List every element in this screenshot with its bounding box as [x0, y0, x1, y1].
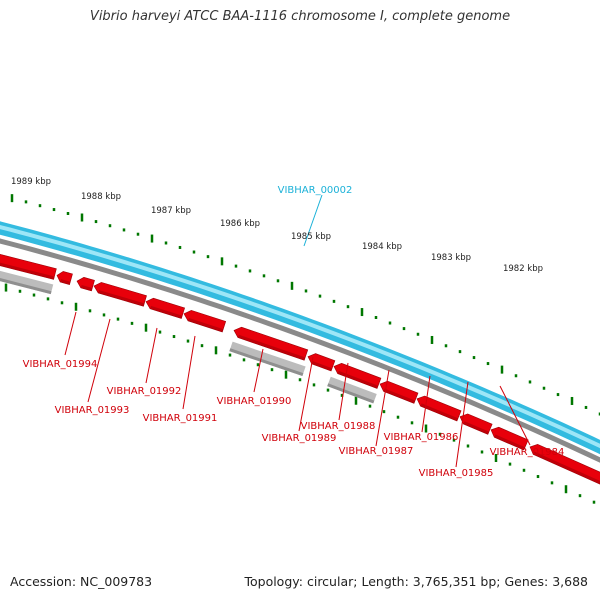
gene-arrow — [233, 326, 309, 361]
gene-label: VIBHAR_01993 — [55, 405, 130, 416]
gene-leader-line — [375, 369, 390, 447]
gene-arrow-body — [490, 426, 529, 451]
gene-arrow-shade — [383, 388, 416, 404]
scale-label: 1987 kbp — [151, 206, 191, 216]
scale-label: 1989 kbp — [11, 177, 51, 187]
genes-label: Genes: — [504, 574, 549, 589]
gene-label: VIBHAR_01985 — [419, 468, 494, 479]
gene-arrow-shade — [150, 305, 183, 319]
accession-value: NC_009783 — [80, 574, 153, 589]
gene-arrow-shade — [533, 451, 600, 490]
gene-arrow-shade — [60, 279, 71, 285]
gene-arrow-body — [459, 413, 493, 435]
gene-arrow — [76, 276, 95, 292]
backbone-separator-line — [0, 238, 600, 463]
genes-value: 3,688 — [552, 574, 588, 589]
gene-leader-line — [421, 375, 431, 433]
gene-leader-line — [499, 385, 531, 446]
gene-leader-line — [87, 318, 111, 403]
highlighted-gene-label: VIBHAR_00002 — [278, 185, 353, 196]
leader-line-layer — [64, 194, 531, 468]
backbone-inner-band — [0, 224, 600, 449]
gene-arrow — [490, 426, 529, 451]
scale-label: 1988 kbp — [81, 192, 121, 202]
gene-arrow — [416, 395, 462, 422]
gene-arrow — [93, 282, 147, 307]
gene-label: VIBHAR_01994 — [23, 359, 98, 370]
gene-arrow-body — [307, 353, 336, 372]
gene-leader-line — [182, 335, 196, 410]
gene-feature-alt — [229, 341, 306, 377]
scale-label: 1985 kbp — [291, 232, 331, 242]
gene-arrow — [145, 297, 186, 319]
topology-value: circular — [306, 574, 354, 589]
gene-arrow — [529, 444, 600, 491]
gene-feature-layer — [0, 253, 600, 491]
highlight-leader-line — [303, 194, 323, 247]
scale-tick-layer — [4, 194, 600, 504]
scale-label: 1982 kbp — [503, 264, 543, 274]
gene-arrow-shade — [188, 317, 224, 332]
gene-arrow-shade — [337, 370, 379, 389]
gene-arrow-shade — [237, 334, 306, 361]
gene-arrow-shade — [98, 290, 145, 307]
gene-leader-line — [338, 362, 349, 421]
scale-label: 1984 kbp — [362, 242, 402, 252]
gene-leader-line — [253, 348, 264, 393]
scale-label: 1983 kbp — [431, 253, 471, 263]
topology-label: Topology: — [244, 574, 303, 589]
gene-alt-body — [229, 341, 306, 377]
gene-arrow — [379, 380, 419, 404]
gene-arrow — [333, 363, 382, 389]
label-layer: 1989 kbp 1988 kbp 1987 kbp 1986 kbp 1985 kbp… — [11, 177, 564, 479]
gene-arrow-body — [233, 326, 309, 361]
gene-arrow-shade — [420, 403, 459, 421]
gene-alt-shade — [0, 275, 52, 295]
gene-label: VIBHAR_01986 — [384, 432, 459, 443]
gene-arrow — [307, 353, 336, 372]
map-title: Vibrio harveyi ATCC BAA-1116 chromosome … — [89, 9, 511, 24]
gene-feature-alt — [327, 376, 377, 404]
gene-arrow — [459, 413, 493, 435]
gene-label: VIBHAR_01987 — [339, 446, 414, 457]
gene-alt-shade — [229, 348, 304, 377]
gene-label: VIBHAR_01988 — [301, 421, 376, 432]
gene-alt-body — [327, 376, 377, 404]
gene-arrow-shade — [311, 361, 333, 372]
gene-feature-alt — [0, 268, 54, 295]
footer-summary: Topology: circular; Length: 3,765,351 bp; Ge… — [244, 574, 588, 589]
gene-leader-line — [455, 381, 469, 468]
gene-arrow-shade — [494, 434, 526, 451]
gene-arrow — [0, 253, 57, 280]
accession-label: Accession: — [10, 574, 77, 589]
gene-label: VIBHAR_01991 — [143, 413, 218, 424]
gene-arrow — [183, 310, 227, 333]
gene-label: VIBHAR_01992 — [107, 386, 182, 397]
gene-arrow-shade — [463, 421, 490, 435]
gene-leader-line — [64, 311, 77, 356]
footer-accession: Accession: NC_009783 — [10, 574, 152, 589]
gene-arrow-shade — [0, 261, 55, 280]
gene-label: VIBHAR_01984 — [490, 447, 565, 458]
gene-leader-line — [298, 356, 314, 432]
gene-arrow-shade — [80, 284, 93, 291]
chromosome-backbone — [0, 221, 600, 463]
length-value: 3,765,351 bp — [412, 574, 497, 589]
gene-leader-line — [145, 327, 158, 384]
gene-label: VIBHAR_01989 — [262, 433, 337, 444]
gene-arrow — [56, 271, 73, 285]
scale-label: 1986 kbp — [220, 219, 260, 229]
length-label: Length: — [361, 574, 409, 589]
gene-alt-shade — [327, 383, 375, 404]
gene-label: VIBHAR_01990 — [217, 396, 292, 407]
